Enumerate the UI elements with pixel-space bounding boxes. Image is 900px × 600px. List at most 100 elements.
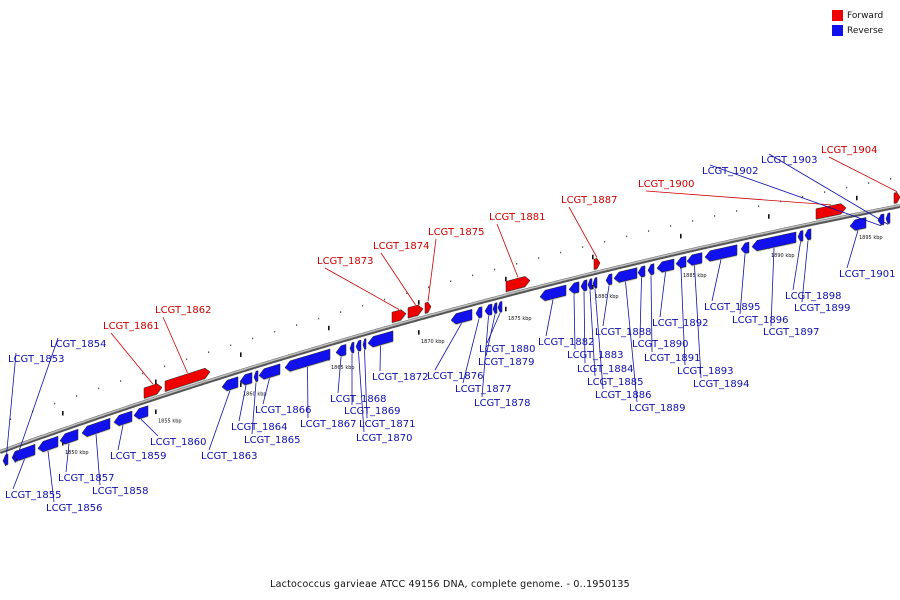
leader-lcgt-1874	[380, 252, 416, 306]
gene-lcgt-1872	[367, 330, 394, 348]
minor-tick	[340, 311, 342, 313]
major-tick-upper	[240, 352, 242, 357]
major-tick-lower	[240, 382, 242, 387]
gene-label-lcgt-1889: LCGT_1889	[629, 403, 686, 414]
leader-lcgt-1898	[792, 242, 801, 291]
gene-lcgt-1858	[81, 417, 111, 437]
backbone-highlight	[0, 204, 900, 452]
gene-lcgt-1856	[37, 435, 59, 453]
minor-tick	[692, 220, 694, 222]
gene-label-lcgt-1873: LCGT_1873	[317, 256, 374, 267]
leader-lcgt-1870	[358, 351, 365, 433]
gene-lcgt-1886	[592, 277, 598, 289]
major-tick-lower	[592, 284, 594, 290]
gene-label-lcgt-1859: LCGT_1859	[110, 451, 167, 462]
gene-label-lcgt-1854: LCGT_1854	[50, 339, 107, 350]
minor-tick	[758, 205, 760, 207]
gene-label-lcgt-1879: LCGT_1879	[478, 357, 535, 368]
forward-swatch-icon	[832, 10, 843, 21]
axis-tick-label: 1865 kbp	[331, 365, 355, 371]
gene-label-lcgt-1888: LCGT_1888	[595, 327, 652, 338]
gene-label-lcgt-1895: LCGT_1895	[704, 302, 761, 313]
gene-label-lcgt-1875: LCGT_1875	[428, 227, 485, 238]
gene-label-lcgt-1862: LCGT_1862	[155, 305, 212, 316]
leader-lcgt-1885	[589, 290, 596, 377]
gene-label-lcgt-1856: LCGT_1856	[46, 503, 103, 514]
gene-label-lcgt-1897: LCGT_1897	[763, 327, 820, 338]
legend-forward-label: Forward	[847, 10, 884, 21]
leader-lcgt-1886	[594, 289, 604, 390]
minor-tick	[318, 317, 320, 320]
leader-lcgt-1887	[568, 206, 598, 258]
gene-label-lcgt-1860: LCGT_1860	[150, 437, 207, 448]
gene-lcgt-1902	[877, 213, 885, 226]
gene-label-lcgt-1878: LCGT_1878	[474, 398, 531, 409]
leader-lcgt-1889	[625, 281, 638, 403]
minor-tick	[98, 387, 100, 390]
gene-label-lcgt-1900: LCGT_1900	[638, 179, 695, 190]
gene-label-lcgt-1903: LCGT_1903	[761, 155, 818, 166]
minor-tick	[54, 402, 56, 405]
minor-tick	[450, 280, 452, 282]
gene-lcgt-1892	[656, 258, 675, 273]
reverse-swatch-icon	[832, 25, 843, 36]
gene-lcgt-1878	[484, 303, 493, 316]
major-tick-lower	[155, 409, 157, 414]
leader-lcgt-1894	[694, 265, 702, 379]
minor-tick	[252, 337, 254, 340]
gene-label-lcgt-1904: LCGT_1904	[821, 145, 878, 156]
minor-tick	[802, 195, 804, 198]
minor-tick	[604, 240, 606, 243]
leader-lcgt-1859	[117, 425, 124, 451]
minor-tick	[10, 418, 12, 420]
minor-tick	[142, 372, 144, 375]
gene-lcgt-1898	[797, 230, 804, 242]
gene-lcgt-1863	[221, 376, 239, 391]
major-tick-upper	[328, 325, 330, 331]
leader-lcgt-1860	[140, 418, 159, 437]
minor-tick	[868, 182, 870, 184]
leader-lcgt-1897	[770, 247, 775, 327]
leader-lcgt-1871	[364, 350, 368, 419]
axis-tick-label: 1875 kbp	[508, 316, 532, 322]
gene-label-lcgt-1887: LCGT_1887	[561, 195, 618, 206]
gene-lcgt-1885	[587, 278, 593, 290]
major-tick-lower	[418, 330, 420, 335]
gene-lcgt-1862	[164, 367, 211, 392]
minor-tick	[186, 358, 188, 361]
leader-lcgt-1901	[846, 230, 859, 269]
gene-lcgt-1884	[580, 279, 588, 292]
gene-lcgt-1897	[751, 231, 797, 252]
minor-tick	[362, 304, 364, 307]
gene-label-lcgt-1902: LCGT_1902	[702, 166, 759, 177]
gene-lcgt-1904	[893, 192, 900, 204]
leader-lcgt-1863	[208, 390, 231, 451]
gene-label-lcgt-1893: LCGT_1893	[677, 366, 734, 377]
minor-tick	[824, 191, 826, 193]
leader-lcgt-1873	[324, 267, 400, 310]
gene-label-lcgt-1876: LCGT_1876	[427, 371, 484, 382]
major-tick-upper	[62, 411, 64, 416]
major-tick-upper	[505, 276, 507, 282]
leader-lcgt-1903	[768, 153, 889, 225]
gene-lcgt-1883	[568, 281, 580, 294]
gene-lcgt-1869	[349, 341, 355, 354]
gene-lcgt-1875	[424, 301, 432, 314]
leader-lcgt-1877	[462, 318, 480, 384]
gene-lcgt-1880	[497, 301, 503, 313]
axis-tick-label: 1890 kbp	[771, 253, 795, 259]
gene-lcgt-1894	[686, 252, 703, 266]
gene-lcgt-1874	[407, 304, 424, 319]
major-tick-upper	[418, 300, 420, 305]
gene-label-lcgt-1858: LCGT_1858	[92, 486, 149, 497]
gene-label-lcgt-1880: LCGT_1880	[479, 344, 536, 355]
gene-label-lcgt-1901: LCGT_1901	[839, 269, 896, 280]
major-tick-lower	[62, 441, 64, 446]
gene-label-lcgt-1853: LCGT_1853	[8, 354, 65, 365]
gene-label-lcgt-1896: LCGT_1896	[732, 315, 789, 326]
minor-tick	[516, 263, 518, 265]
gene-lcgt-1865	[253, 370, 259, 383]
gene-label-lcgt-1870: LCGT_1870	[356, 433, 413, 444]
gene-label-lcgt-1869: LCGT_1869	[344, 406, 401, 417]
minor-tick	[846, 186, 848, 189]
